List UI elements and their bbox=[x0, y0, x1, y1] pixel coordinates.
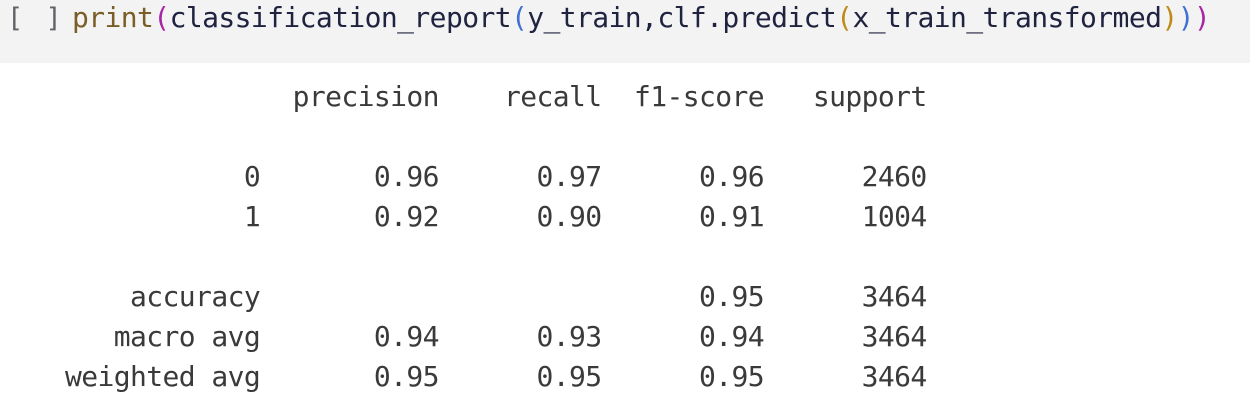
code-token-identifier: clf bbox=[657, 1, 707, 34]
code-token-identifier: y_train bbox=[527, 1, 642, 34]
code-cell: [ ] print(classification_report(y_train,… bbox=[0, 0, 1250, 63]
code-token-punctuation: . bbox=[706, 1, 723, 34]
code-token-identifier: classification_report bbox=[169, 1, 512, 34]
code-token-paren_level_3: ( bbox=[836, 1, 853, 34]
code-token-paren_level_2: ) bbox=[1177, 1, 1195, 34]
code-token-punctuation: , bbox=[641, 1, 658, 34]
code-token-paren_level_2: ( bbox=[510, 1, 528, 34]
code-token-identifier: predict bbox=[722, 1, 837, 34]
code-token-paren_level_3: ) bbox=[1161, 1, 1178, 34]
classification-report-output: precision recall f1-score support 0 0.96… bbox=[65, 80, 927, 393]
code-token-identifier: x_train_transformed bbox=[852, 1, 1162, 34]
cell-output-area: precision recall f1-score support 0 0.96… bbox=[0, 63, 1250, 409]
code-token-builtin: print bbox=[72, 1, 154, 34]
cell-run-indicator[interactable]: [ ] bbox=[7, 3, 65, 34]
code-line[interactable]: print(classification_report(y_train,clf.… bbox=[72, 1, 1211, 35]
code-token-paren_level_1: ( bbox=[153, 1, 170, 34]
code-token-paren_level_1: ) bbox=[1193, 1, 1211, 34]
